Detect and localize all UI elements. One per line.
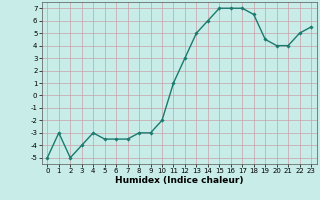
X-axis label: Humidex (Indice chaleur): Humidex (Indice chaleur) — [115, 176, 244, 185]
